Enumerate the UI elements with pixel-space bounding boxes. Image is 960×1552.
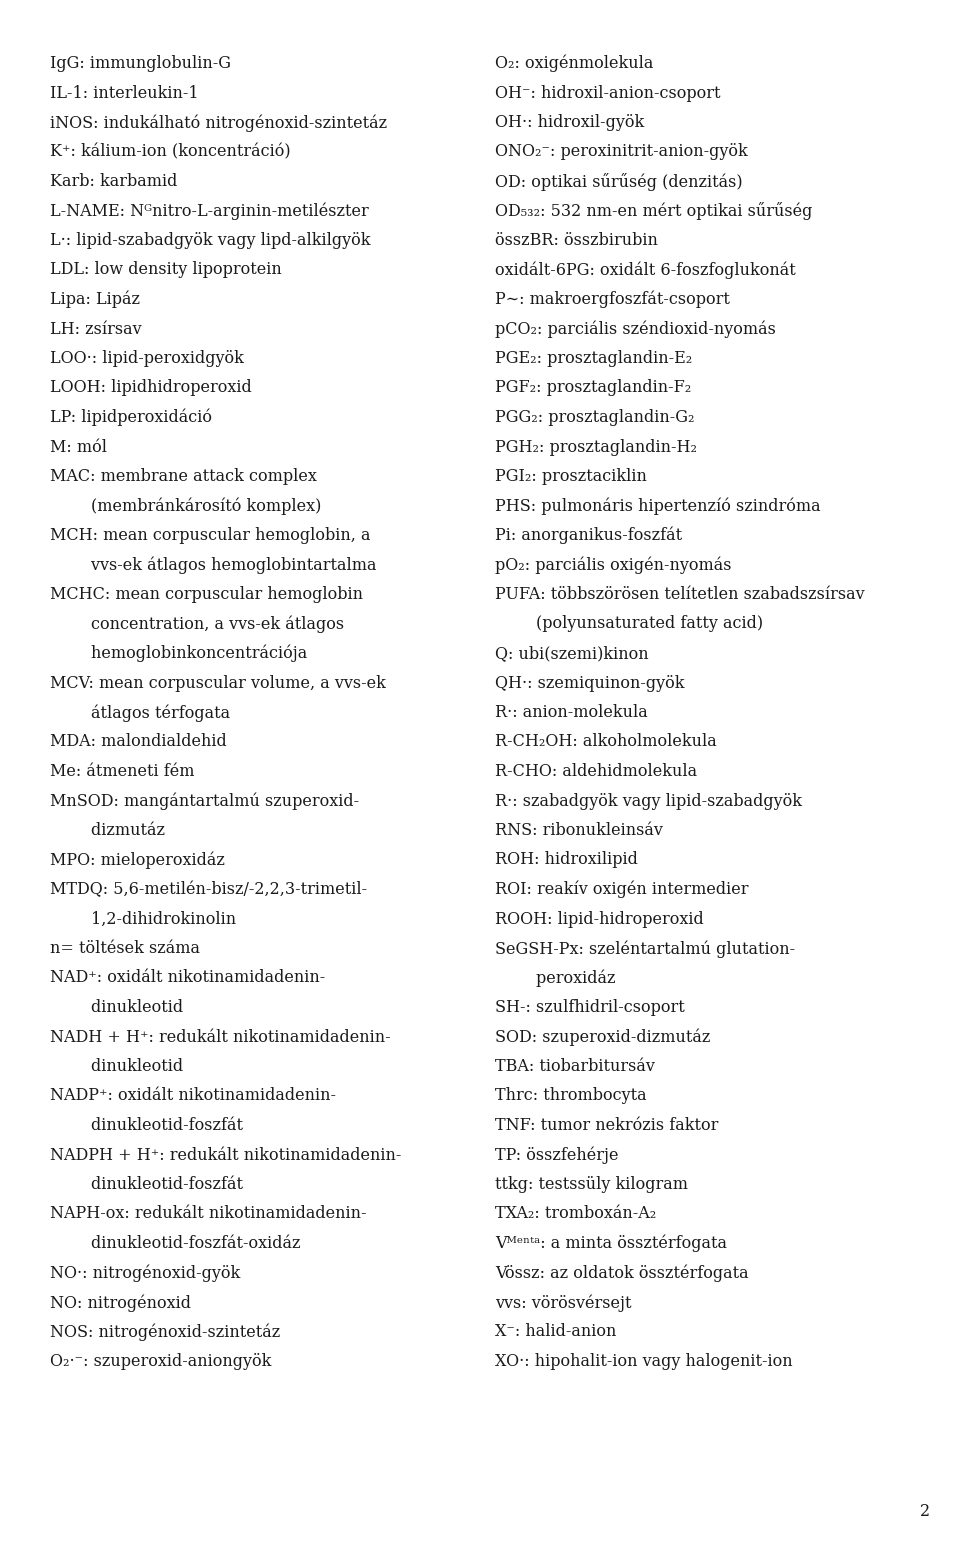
Text: K⁺: kálium-ion (koncentráció): K⁺: kálium-ion (koncentráció): [50, 143, 291, 160]
Text: MAC: membrane attack complex: MAC: membrane attack complex: [50, 469, 317, 484]
Text: átlagos térfogata: átlagos térfogata: [50, 705, 230, 722]
Text: hemoglobinkoncentrációja: hemoglobinkoncentrációja: [50, 646, 307, 663]
Text: peroxidáz: peroxidáz: [495, 970, 615, 987]
Text: PHS: pulmonáris hipertenzíó szindróma: PHS: pulmonáris hipertenzíó szindróma: [495, 498, 821, 515]
Text: MTDQ: 5,6-metilén-bisz/-2,2,3-trimetil-: MTDQ: 5,6-metilén-bisz/-2,2,3-trimetil-: [50, 882, 367, 899]
Text: XO·: hipohalit-ion vagy halogenit-ion: XO·: hipohalit-ion vagy halogenit-ion: [495, 1353, 793, 1370]
Text: LOO·: lipid-peroxidgyök: LOO·: lipid-peroxidgyök: [50, 351, 244, 366]
Text: dinukleotid-foszfát: dinukleotid-foszfát: [50, 1176, 243, 1193]
Text: MCH: mean corpuscular hemoglobin, a: MCH: mean corpuscular hemoglobin, a: [50, 528, 371, 545]
Text: R-CH₂OH: alkoholmolekula: R-CH₂OH: alkoholmolekula: [495, 734, 717, 751]
Text: pO₂: parciális oxigén-nyomás: pO₂: parciális oxigén-nyomás: [495, 557, 732, 574]
Text: NADPH + H⁺: redukált nikotinamidadenin-: NADPH + H⁺: redukált nikotinamidadenin-: [50, 1147, 401, 1164]
Text: Thrc: thrombocyta: Thrc: thrombocyta: [495, 1088, 647, 1105]
Text: SH-: szulfhidril-csoport: SH-: szulfhidril-csoport: [495, 999, 684, 1017]
Text: 1,2-dihidrokinolin: 1,2-dihidrokinolin: [50, 911, 236, 928]
Text: NADP⁺: oxidált nikotinamidadenin-: NADP⁺: oxidált nikotinamidadenin-: [50, 1088, 336, 1105]
Text: O₂: oxigénmolekula: O₂: oxigénmolekula: [495, 54, 654, 73]
Text: dizmutáz: dizmutáz: [50, 823, 165, 840]
Text: PGE₂: prosztaglandin-E₂: PGE₂: prosztaglandin-E₂: [495, 351, 692, 366]
Text: LDL: low density lipoprotein: LDL: low density lipoprotein: [50, 261, 281, 278]
Text: NO: nitrogénoxid: NO: nitrogénoxid: [50, 1294, 191, 1311]
Text: OH·: hidroxil-gyök: OH·: hidroxil-gyök: [495, 113, 644, 130]
Text: Vᴹᵉⁿᵗᵃ: a minta össztérfogata: Vᴹᵉⁿᵗᵃ: a minta össztérfogata: [495, 1235, 727, 1252]
Text: L·: lipid-szabadgyök vagy lipd-alkilgyök: L·: lipid-szabadgyök vagy lipd-alkilgyök: [50, 231, 371, 248]
Text: TXA₂: tromboxán-A₂: TXA₂: tromboxán-A₂: [495, 1206, 657, 1223]
Text: (polyunsaturated fatty acid): (polyunsaturated fatty acid): [495, 616, 763, 633]
Text: n= töltések száma: n= töltések száma: [50, 941, 200, 958]
Text: NADH + H⁺: redukált nikotinamidadenin-: NADH + H⁺: redukált nikotinamidadenin-: [50, 1029, 391, 1046]
Text: IgG: immunglobulin-G: IgG: immunglobulin-G: [50, 54, 231, 71]
Text: MCV: mean corpuscular volume, a vvs-ek: MCV: mean corpuscular volume, a vvs-ek: [50, 675, 386, 692]
Text: Karb: karbamid: Karb: karbamid: [50, 172, 178, 189]
Text: QH·: szemiquinon-gyök: QH·: szemiquinon-gyök: [495, 675, 684, 692]
Text: TNF: tumor nekrózis faktor: TNF: tumor nekrózis faktor: [495, 1117, 718, 1135]
Text: pCO₂: parciális széndioxid-nyomás: pCO₂: parciális széndioxid-nyomás: [495, 321, 776, 338]
Text: LP: lipidperoxidáció: LP: lipidperoxidáció: [50, 410, 212, 427]
Text: MPO: mieloperoxidáz: MPO: mieloperoxidáz: [50, 852, 225, 869]
Text: ROH: hidroxilipid: ROH: hidroxilipid: [495, 852, 637, 869]
Text: O₂·⁻: szuperoxid-aniongyök: O₂·⁻: szuperoxid-aniongyök: [50, 1353, 272, 1370]
Text: vvs: vörösvérsejt: vvs: vörösvérsejt: [495, 1294, 632, 1311]
Text: PGF₂: prosztaglandin-F₂: PGF₂: prosztaglandin-F₂: [495, 380, 691, 396]
Text: vvs-ek átlagos hemoglobintartalma: vvs-ek átlagos hemoglobintartalma: [50, 557, 376, 574]
Text: R·: anion-molekula: R·: anion-molekula: [495, 705, 648, 722]
Text: NO·: nitrogénoxid-gyök: NO·: nitrogénoxid-gyök: [50, 1265, 240, 1282]
Text: PGG₂: prosztaglandin-G₂: PGG₂: prosztaglandin-G₂: [495, 410, 694, 425]
Text: SOD: szuperoxid-dizmutáz: SOD: szuperoxid-dizmutáz: [495, 1029, 710, 1046]
Text: NOS: nitrogénoxid-szintetáz: NOS: nitrogénoxid-szintetáz: [50, 1324, 280, 1341]
Text: TBA: tiobarbitursáv: TBA: tiobarbitursáv: [495, 1058, 655, 1076]
Text: OH⁻: hidroxil-anion-csoport: OH⁻: hidroxil-anion-csoport: [495, 84, 721, 101]
Text: dinukleotid: dinukleotid: [50, 999, 183, 1017]
Text: RNS: ribonukleinsáv: RNS: ribonukleinsáv: [495, 823, 662, 840]
Text: TP: összfehérje: TP: összfehérje: [495, 1147, 618, 1164]
Text: dinukleotid-foszfát-oxidáz: dinukleotid-foszfát-oxidáz: [50, 1235, 300, 1252]
Text: összBR: összbirubin: összBR: összbirubin: [495, 231, 658, 248]
Text: ROI: reakív oxigén intermedier: ROI: reakív oxigén intermedier: [495, 882, 749, 899]
Text: Lipa: Lipáz: Lipa: Lipáz: [50, 292, 140, 309]
Text: Vössz: az oldatok össztérfogata: Vössz: az oldatok össztérfogata: [495, 1265, 749, 1282]
Text: IL-1: interleukin-1: IL-1: interleukin-1: [50, 84, 199, 101]
Text: Me: átmeneti fém: Me: átmeneti fém: [50, 764, 195, 781]
Text: LH: zsírsav: LH: zsírsav: [50, 321, 142, 337]
Text: (membránkárosító komplex): (membránkárosító komplex): [50, 498, 322, 515]
Text: OD₅₃₂: 532 nm-en mért optikai sűrűség: OD₅₃₂: 532 nm-en mért optikai sűrűség: [495, 202, 812, 220]
Text: ONO₂⁻: peroxinitrit-anion-gyök: ONO₂⁻: peroxinitrit-anion-gyök: [495, 143, 748, 160]
Text: PGI₂: prosztaciklin: PGI₂: prosztaciklin: [495, 469, 647, 484]
Text: MDA: malondialdehid: MDA: malondialdehid: [50, 734, 227, 751]
Text: R·: szabadgyök vagy lipid-szabadgyök: R·: szabadgyök vagy lipid-szabadgyök: [495, 793, 802, 810]
Text: dinukleotid-foszfát: dinukleotid-foszfát: [50, 1117, 243, 1135]
Text: NAD⁺: oxidált nikotinamidadenin-: NAD⁺: oxidált nikotinamidadenin-: [50, 970, 325, 987]
Text: LOOH: lipidhidroperoxid: LOOH: lipidhidroperoxid: [50, 380, 252, 396]
Text: X⁻: halid-anion: X⁻: halid-anion: [495, 1324, 616, 1341]
Text: NAPH-ox: redukált nikotinamidadenin-: NAPH-ox: redukált nikotinamidadenin-: [50, 1206, 367, 1223]
Text: MnSOD: mangántartalmú szuperoxid-: MnSOD: mangántartalmú szuperoxid-: [50, 793, 359, 810]
Text: oxidált-6PG: oxidált 6-foszfoglukonát: oxidált-6PG: oxidált 6-foszfoglukonát: [495, 261, 796, 279]
Text: ttkg: testssüly kilogram: ttkg: testssüly kilogram: [495, 1176, 688, 1193]
Text: Q: ubi(szemi)kinon: Q: ubi(szemi)kinon: [495, 646, 649, 663]
Text: M: mól: M: mól: [50, 439, 107, 455]
Text: iNOS: indukálható nitrogénoxid-szintetáz: iNOS: indukálható nitrogénoxid-szintetáz: [50, 113, 387, 132]
Text: OD: optikai sűrűség (denzitás): OD: optikai sűrűség (denzitás): [495, 172, 743, 191]
Text: L-NAME: Nᴳnitro-L-arginin-metilészter: L-NAME: Nᴳnitro-L-arginin-metilészter: [50, 202, 369, 220]
Text: SeGSH-Px: szeléntartalmú glutation-: SeGSH-Px: szeléntartalmú glutation-: [495, 941, 795, 958]
Text: R-CHO: aldehidmolekula: R-CHO: aldehidmolekula: [495, 764, 697, 781]
Text: concentration, a vvs-ek átlagos: concentration, a vvs-ek átlagos: [50, 616, 344, 633]
Text: Pi: anorganikus-foszfát: Pi: anorganikus-foszfát: [495, 528, 683, 545]
Text: PUFA: többszörösen telítetlen szabadszsírsav: PUFA: többszörösen telítetlen szabadszsí…: [495, 587, 865, 604]
Text: PGH₂: prosztaglandin-H₂: PGH₂: prosztaglandin-H₂: [495, 439, 697, 455]
Text: P∼: makroergfoszfát-csoport: P∼: makroergfoszfát-csoport: [495, 292, 730, 309]
Text: dinukleotid: dinukleotid: [50, 1058, 183, 1076]
Text: ROOH: lipid-hidroperoxid: ROOH: lipid-hidroperoxid: [495, 911, 704, 928]
Text: 2: 2: [920, 1502, 930, 1519]
Text: MCHC: mean corpuscular hemoglobin: MCHC: mean corpuscular hemoglobin: [50, 587, 363, 604]
